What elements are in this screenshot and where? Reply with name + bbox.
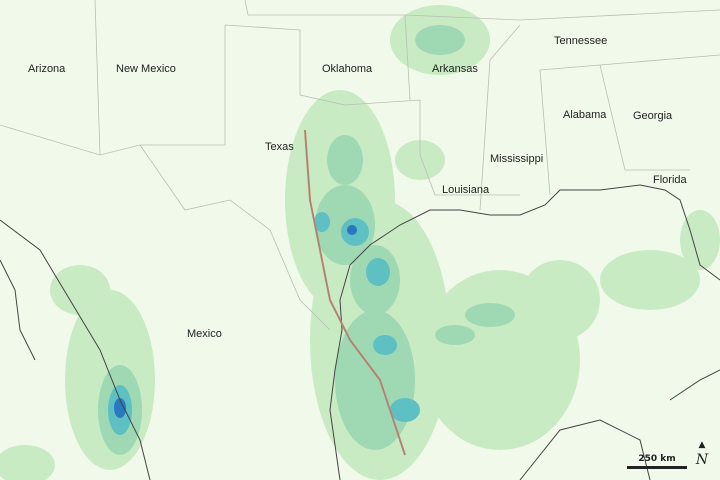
storm-track-centerline [304,129,406,456]
label-mexico: Mexico [187,328,222,340]
north-arrow: ▲ N [693,440,711,469]
label-louisiana: Louisiana [442,184,490,196]
label-tennessee: Tennessee [554,35,608,47]
label-florida: Florida [653,174,687,186]
label-arizona: Arizona [28,63,66,75]
label-georgia: Georgia [633,110,673,122]
north-arrow-icon: ▲ [698,440,706,450]
label-alabama: Alabama [563,109,607,121]
coastline [0,184,720,480]
scale-bar: 250 km [627,454,687,469]
scale-line [627,466,687,469]
north-letter: N [695,452,709,468]
label-new-mexico: New Mexico [116,63,176,75]
label-oklahoma: Oklahoma [322,63,373,75]
rain-extreme [114,225,357,418]
rain-heavy [108,212,420,435]
label-arkansas: Arkansas [432,63,478,75]
scale-label: 250 km [638,454,676,464]
label-texas: Texas [265,141,294,153]
state-borders [0,0,720,331]
label-mississippi: Mississippi [490,153,544,165]
